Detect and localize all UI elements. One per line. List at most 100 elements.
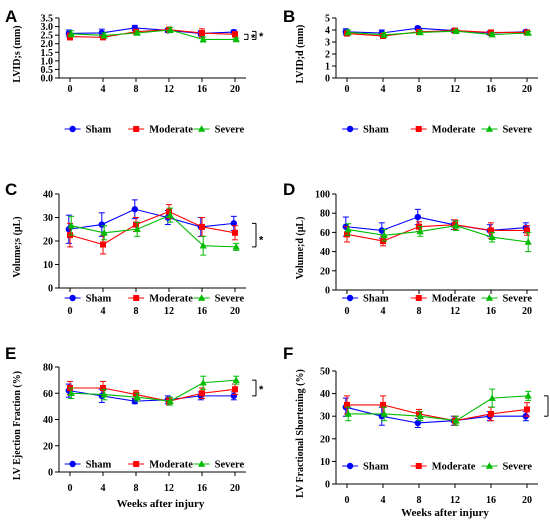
panel-letter: F [283, 344, 293, 363]
x-tick-label: 4 [101, 483, 106, 494]
series-line [71, 29, 237, 40]
x-tick-label: 16 [197, 306, 207, 317]
x-tick-label: 12 [164, 306, 174, 317]
data-point [452, 221, 460, 229]
y-tick-label: 1.0 [41, 56, 54, 67]
y-tick-label: 40 [320, 389, 330, 400]
legend-marker [415, 463, 422, 469]
data-point [133, 29, 141, 36]
legend-label: Moderate [149, 460, 193, 471]
series-severe [344, 388, 532, 426]
series-severe [67, 207, 240, 256]
y-tick-label: 0 [48, 284, 53, 295]
y-tick-label: 40 [320, 247, 330, 258]
y-tick-label: 20 [43, 237, 53, 248]
legend-marker [69, 125, 76, 133]
y-tick-label: 0 [325, 74, 330, 85]
data-point [199, 35, 207, 43]
x-tick-label: 12 [450, 495, 460, 506]
data-point [380, 31, 388, 38]
significance-star: * [259, 235, 264, 247]
legend-label: Sham [363, 125, 389, 136]
data-point [378, 227, 385, 234]
data-point [230, 392, 237, 400]
legend-label: Severe [215, 125, 245, 136]
data-point [414, 213, 421, 221]
x-tick-label: 0 [68, 306, 73, 317]
legend-label: Moderate [432, 462, 476, 473]
y-tick-label: 20 [320, 266, 330, 277]
significance-star: * [251, 33, 256, 45]
data-point [488, 30, 496, 38]
panel-letter: E [5, 344, 16, 363]
y-tick-label: 60 [43, 389, 53, 400]
data-point [133, 225, 141, 233]
x-tick-label: 0 [345, 306, 350, 317]
x-tick-label: 4 [381, 306, 386, 317]
data-point [166, 211, 174, 218]
series-line [348, 225, 529, 243]
series-severe [67, 375, 240, 406]
data-point [100, 228, 108, 236]
legend-marker [415, 295, 422, 301]
data-point [100, 385, 106, 391]
data-point [344, 28, 352, 36]
x-tick-label: 0 [68, 483, 73, 494]
legend-marker [485, 294, 494, 301]
legend: Sham Moderate Severe [342, 462, 532, 473]
data-point [133, 221, 139, 228]
series-severe [344, 220, 532, 253]
legend-marker [69, 460, 76, 468]
data-point [524, 406, 530, 413]
data-point [100, 241, 106, 248]
data-point [524, 227, 530, 234]
data-point [199, 30, 205, 37]
legend-marker [198, 125, 206, 132]
series-sham [65, 199, 237, 244]
x-tick-label: 20 [522, 306, 532, 317]
data-point [488, 394, 496, 401]
data-point [344, 410, 352, 417]
data-point [380, 410, 388, 417]
data-point [67, 389, 75, 397]
series-line [71, 379, 237, 402]
x-tick-label: 20 [230, 84, 240, 95]
data-point [524, 392, 532, 399]
data-point [232, 35, 240, 43]
y-axis-label: LVID;d (mm) [295, 25, 306, 84]
y-tick-label: 1.5 [41, 48, 54, 59]
x-tick-label: 12 [164, 84, 174, 95]
panel-letter: D [283, 180, 295, 199]
legend: Sham Moderate Severe [64, 460, 245, 471]
series-sham [342, 208, 529, 239]
legend-label: Severe [215, 294, 245, 305]
data-point [133, 391, 139, 398]
x-tick-label: 20 [522, 84, 532, 95]
series-line [71, 214, 237, 248]
x-tick-label: 4 [101, 84, 106, 95]
panel-D: D 0 20 40 60 80 100 0 4 8 12 16 20 Volume;d (μL) Sham M… [283, 180, 538, 317]
data-point [199, 241, 207, 249]
data-point [232, 376, 240, 383]
series-line [68, 208, 234, 230]
data-point [166, 397, 174, 404]
data-point [380, 401, 386, 408]
y-tick-label: 3.5 [41, 14, 54, 25]
legend-label: Moderate [149, 294, 193, 305]
y-tick-label: 40 [43, 190, 53, 201]
panel-letter: A [5, 7, 17, 26]
data-point [67, 221, 75, 229]
legend-label: Sham [86, 460, 112, 471]
data-point [524, 29, 532, 36]
legend-marker [69, 294, 76, 302]
legend: Sham Moderate Severe [64, 294, 245, 305]
data-point [416, 412, 424, 419]
series-line [346, 224, 527, 242]
y-tick-label: 30 [320, 412, 330, 423]
y-tick-label: 0.5 [41, 65, 54, 76]
x-tick-label: 0 [68, 84, 73, 95]
y-tick-label: 20 [43, 441, 53, 452]
legend-marker [133, 126, 140, 132]
